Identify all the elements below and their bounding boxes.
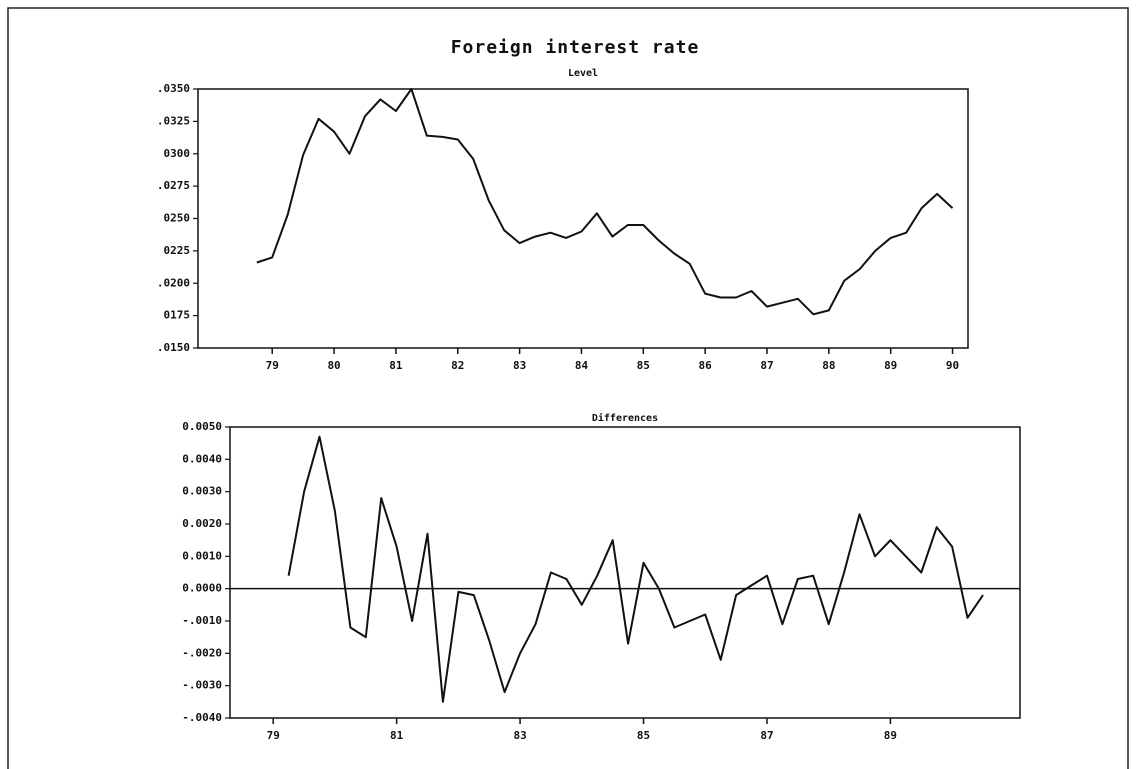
x-tick-label: 90 — [946, 359, 959, 372]
x-tick-label: 80 — [327, 359, 340, 372]
x-tick-label: 79 — [267, 729, 280, 742]
y-tick-label: -.0010 — [182, 614, 222, 627]
x-tick-label: 81 — [389, 359, 403, 372]
x-tick-label: 85 — [637, 359, 650, 372]
y-tick-label: 0.0030 — [182, 485, 222, 498]
panel-title: Differences — [592, 412, 658, 424]
main-title: Foreign interest rate — [451, 37, 700, 58]
frame — [7, 7, 1129, 769]
y-tick-label: 0.0020 — [182, 517, 222, 530]
x-tick-label: 79 — [266, 359, 279, 372]
x-tick-label: 89 — [884, 729, 897, 742]
x-tick-label: 83 — [513, 729, 526, 742]
x-tick-label: 86 — [699, 359, 713, 372]
y-tick-label: -.0020 — [182, 646, 222, 659]
x-tick-label: 88 — [822, 359, 835, 372]
data-line — [287, 435, 984, 703]
plot-box — [229, 426, 1021, 719]
y-tick-label: 0.0000 — [182, 582, 222, 595]
y-tick-label: .0150 — [157, 341, 190, 354]
x-tick-label: 89 — [884, 359, 897, 372]
y-tick-label: .0325 — [157, 114, 190, 127]
x-tick-label: 81 — [390, 729, 404, 742]
x-tick-label: 85 — [637, 729, 650, 742]
y-tick-label: -.0030 — [182, 679, 222, 692]
y-tick-label: 0250 — [164, 212, 191, 225]
plot-box — [197, 88, 969, 349]
y-tick-label: .0200 — [157, 276, 190, 289]
y-tick-label: .0275 — [157, 179, 190, 192]
x-tick-label: 82 — [451, 359, 464, 372]
y-tick-label: 0225 — [164, 244, 191, 257]
x-tick-label: 83 — [513, 359, 526, 372]
y-tick-label: 0175 — [164, 309, 191, 322]
y-tick-label: 0.0040 — [182, 452, 222, 465]
x-tick-label: 87 — [760, 729, 773, 742]
panel-title: Level — [568, 68, 598, 79]
y-tick-label: 0.0010 — [182, 549, 222, 562]
x-tick-label: 87 — [760, 359, 773, 372]
y-tick-label: 0300 — [164, 147, 191, 160]
y-tick-label: -.0040 — [182, 711, 222, 724]
y-tick-label: .0350 — [157, 82, 190, 95]
data-line — [256, 88, 954, 316]
y-tick-label: 0.0050 — [182, 420, 222, 433]
x-tick-label: 84 — [575, 359, 589, 372]
